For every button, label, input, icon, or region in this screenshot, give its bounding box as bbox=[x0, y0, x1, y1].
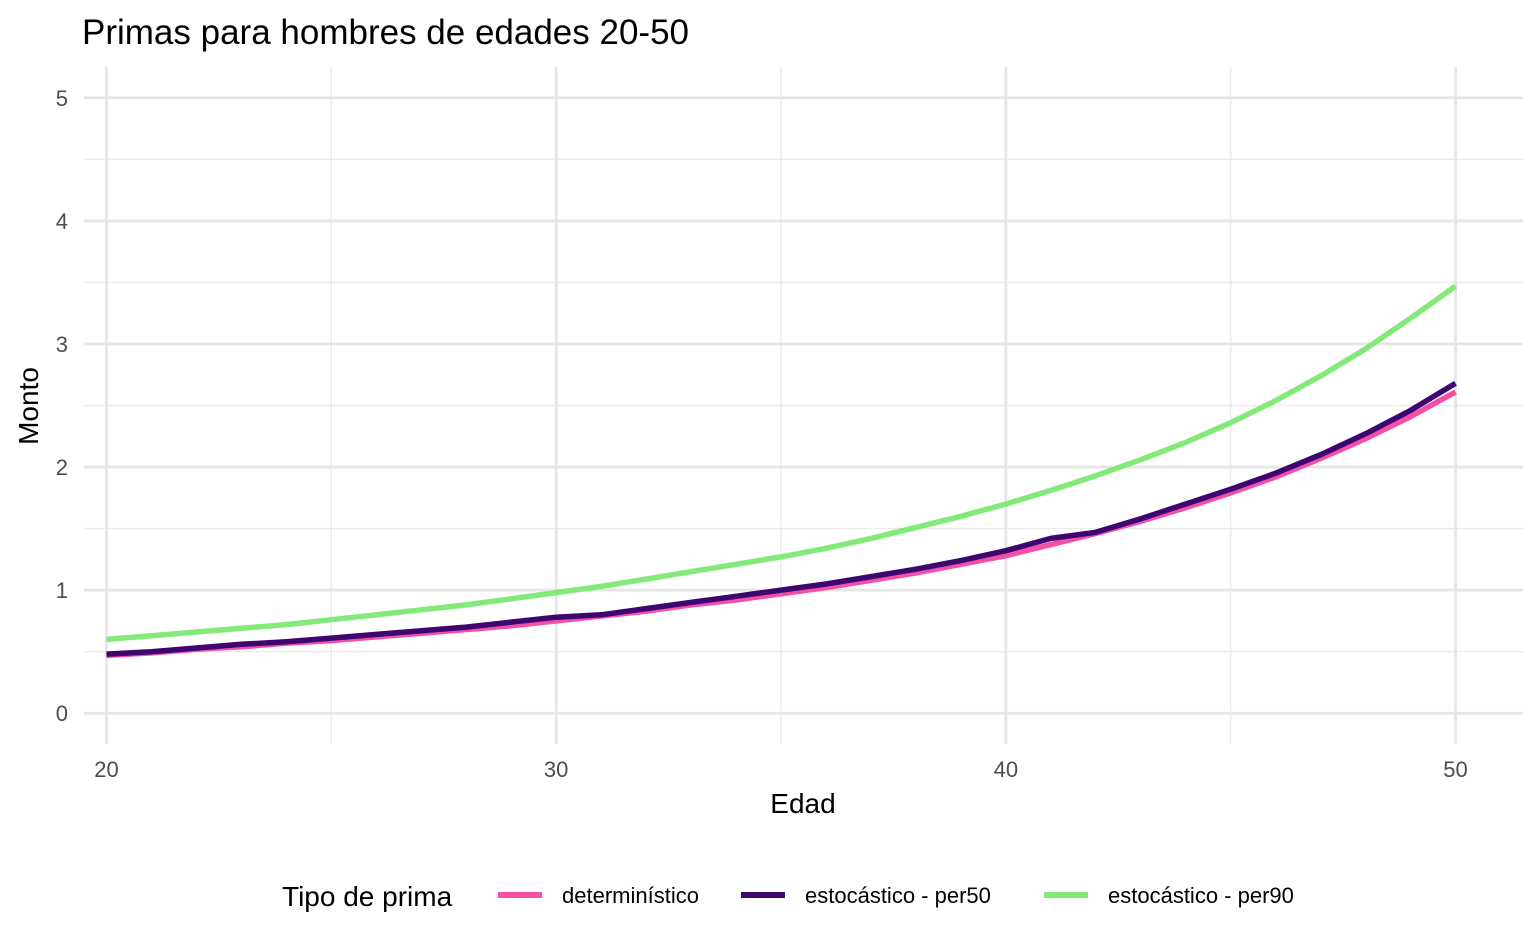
legend-label: determinístico bbox=[562, 883, 699, 908]
legend: Tipo de prima determinístico estocástico … bbox=[282, 881, 1294, 912]
y-tick-label: 1 bbox=[56, 578, 68, 603]
x-axis-title: Edad bbox=[770, 788, 835, 819]
x-axis-ticks: 20 30 40 50 bbox=[94, 757, 1468, 782]
series-lines bbox=[106, 283, 1458, 659]
y-tick-label: 4 bbox=[56, 209, 68, 234]
series-line bbox=[106, 283, 1458, 643]
legend-label: estocástico - per90 bbox=[1108, 883, 1294, 908]
x-tick-label: 40 bbox=[994, 757, 1018, 782]
chart-title: Primas para hombres de edades 20-50 bbox=[82, 13, 689, 52]
legend-title: Tipo de prima bbox=[282, 881, 453, 912]
y-tick-label: 2 bbox=[56, 455, 68, 480]
y-tick-label: 3 bbox=[56, 332, 68, 357]
grid bbox=[84, 67, 1523, 744]
y-tick-label: 0 bbox=[56, 701, 68, 726]
legend-label: estocástico - per50 bbox=[805, 883, 991, 908]
x-tick-label: 50 bbox=[1443, 757, 1467, 782]
y-tick-label: 5 bbox=[56, 86, 68, 111]
x-tick-label: 30 bbox=[544, 757, 568, 782]
y-axis-ticks: 0 1 2 3 4 5 bbox=[56, 86, 68, 726]
y-axis-title: Monto bbox=[13, 367, 44, 445]
x-tick-label: 20 bbox=[94, 757, 118, 782]
series-line bbox=[106, 380, 1457, 657]
